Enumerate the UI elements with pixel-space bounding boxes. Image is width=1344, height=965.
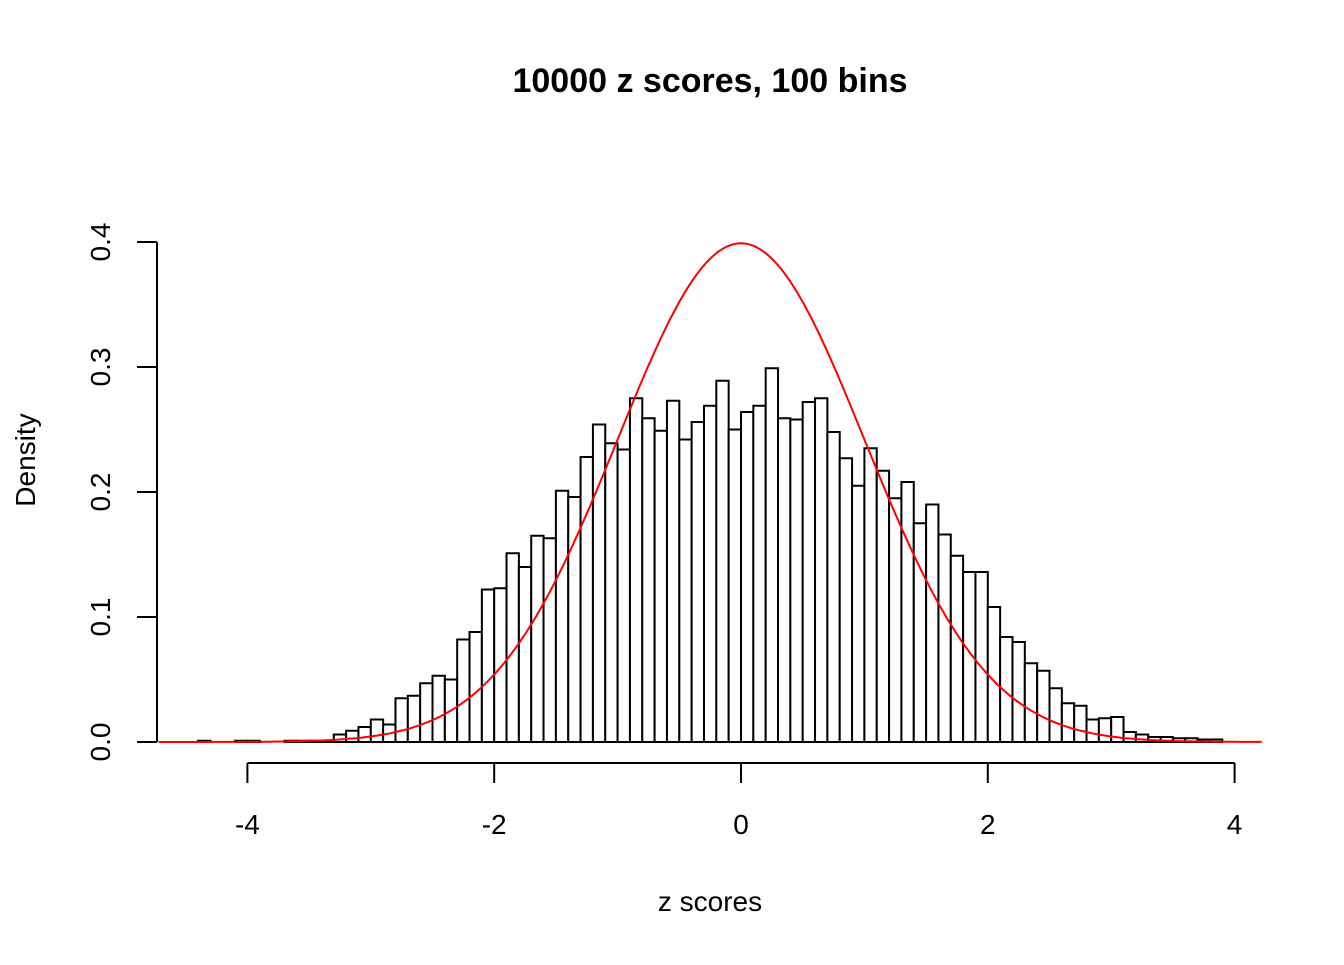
histogram-bar — [616, 448, 631, 743]
y-tick-label: 0.2 — [85, 473, 116, 512]
histogram-bar — [727, 428, 742, 743]
histogram-bar — [468, 631, 483, 743]
histogram-bar — [986, 606, 1002, 743]
histogram-bar — [851, 484, 866, 743]
chart-title: 10000 z scores, 100 bins — [512, 62, 907, 100]
histogram-bar — [653, 429, 668, 743]
histogram-bar — [1011, 641, 1026, 743]
histogram-bar — [530, 534, 545, 743]
histogram-bar — [740, 411, 755, 743]
x-tick-label: -2 — [482, 809, 507, 840]
histogram-bars — [197, 367, 1224, 743]
histogram-bar — [863, 447, 878, 743]
histogram-bar — [1023, 662, 1039, 743]
histogram-bar — [974, 571, 989, 743]
x-tick-label: -4 — [235, 809, 260, 840]
histogram-bar — [764, 367, 780, 743]
x-axis: -4 -2 0 2 4 — [235, 762, 1243, 840]
histogram-bar — [690, 421, 705, 743]
histogram-bar — [702, 404, 718, 743]
x-tick-label: 4 — [1227, 809, 1243, 840]
histogram-bar — [925, 503, 940, 743]
histogram-bar — [517, 566, 533, 743]
histogram-bar — [641, 417, 656, 743]
histogram-bar — [900, 481, 915, 743]
histogram-bar — [419, 682, 434, 743]
histogram-bar — [542, 537, 557, 743]
x-tick-label: 0 — [733, 809, 749, 840]
histogram-bar — [801, 401, 817, 743]
histogram-bar — [357, 726, 372, 743]
histogram-bar — [431, 674, 446, 743]
histogram-bar — [604, 442, 619, 743]
x-tick-label: 2 — [980, 809, 996, 840]
histogram-bar — [888, 497, 903, 743]
histogram-bar — [480, 588, 496, 743]
y-tick-label: 0.3 — [85, 348, 116, 387]
histogram-bar — [752, 404, 767, 743]
y-tick-label: 0.4 — [85, 223, 116, 262]
histogram-bar — [1036, 669, 1051, 743]
x-axis-label: z scores — [658, 886, 762, 917]
histogram-bar — [826, 431, 841, 743]
y-tick-label: 0.1 — [85, 598, 116, 637]
histogram-bar — [838, 457, 854, 743]
histogram-bar — [937, 533, 952, 743]
histogram-bar — [1085, 718, 1100, 743]
y-tick-label: 0.0 — [85, 723, 116, 762]
histogram-bar — [579, 456, 594, 743]
histogram-bar — [1110, 716, 1125, 743]
histogram-bar — [394, 697, 409, 743]
histogram-bar — [875, 469, 891, 743]
histogram-bar — [777, 417, 792, 743]
histogram-bar — [345, 729, 360, 743]
histogram-bar — [406, 694, 422, 743]
y-axis: 0.0 0.1 0.2 0.3 0.4 — [85, 223, 158, 762]
histogram-bar — [678, 438, 693, 743]
histogram-bar — [628, 397, 644, 743]
histogram-bar — [1060, 702, 1076, 743]
y-axis-label: Density — [10, 413, 41, 506]
histogram-bar — [369, 718, 385, 743]
histogram-bar — [493, 587, 508, 743]
histogram-bar — [456, 638, 471, 743]
histogram-bar — [949, 554, 965, 743]
histogram-bar — [912, 522, 928, 743]
histogram-bar — [814, 397, 829, 743]
histogram-bar — [1073, 704, 1088, 743]
histogram-bar — [665, 399, 681, 743]
histogram-bar — [1048, 687, 1063, 743]
normal-density-curve — [158, 242, 1262, 743]
histogram-bar — [554, 489, 570, 743]
histogram-bar — [715, 379, 730, 743]
histogram-bar — [1122, 731, 1137, 743]
histogram-bar — [1097, 717, 1113, 743]
histogram-bar — [789, 418, 804, 743]
